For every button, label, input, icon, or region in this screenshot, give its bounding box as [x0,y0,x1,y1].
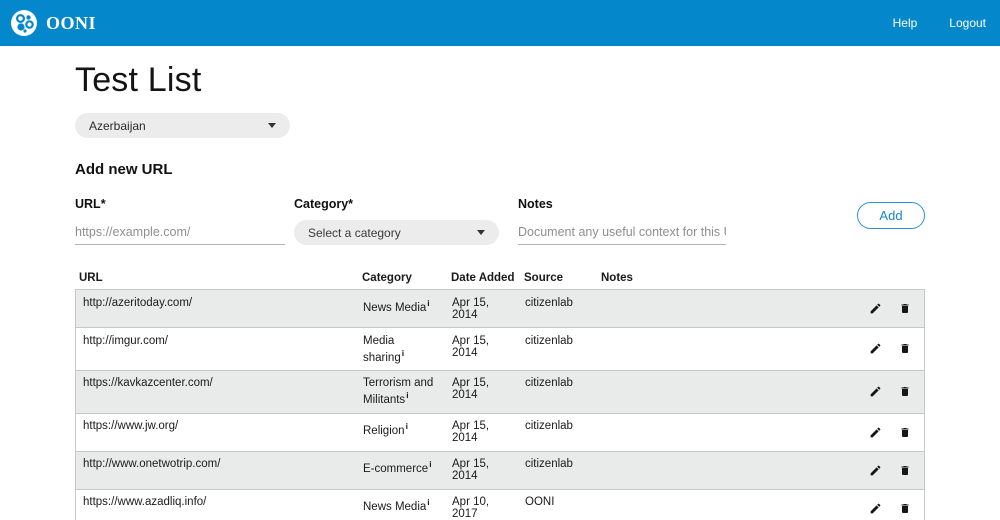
page-title: Test List [75,61,202,99]
delete-icon[interactable] [899,342,911,355]
row-notes [598,452,852,489]
brand-wordmark: OONI [46,12,97,33]
notes-input[interactable] [518,220,726,245]
row-source: citizenlab [525,377,573,390]
row-actions [852,371,924,413]
row-category: News Mediai [363,497,430,513]
info-icon[interactable]: i [427,497,430,508]
help-link[interactable]: Help [892,16,918,30]
col-header-date-added: Date Added [451,272,515,284]
col-header-notes: Notes [601,272,633,284]
row-category: News Mediai [363,297,430,314]
table-header-row: URL Category Date Added Source Notes [75,268,925,290]
add-url-heading: Add new URL [75,161,173,178]
url-field-group: URL* [75,197,285,245]
row-url: http://www.onetwotrip.com/ [83,458,221,471]
row-actions [852,328,924,370]
row-notes [598,328,852,370]
url-label: URL* [75,197,106,211]
url-input[interactable] [75,220,285,245]
row-source: citizenlab [525,296,573,309]
table-row: http://imgur.com/ Media sharingi Apr 15,… [75,327,925,371]
top-nav-links: Help Logout [893,16,986,30]
url-table: URL Category Date Added Source Notes htt… [75,268,925,520]
category-select[interactable]: Select a category [294,220,499,245]
row-date-added: Apr 15, 2014 [452,296,490,321]
row-source: citizenlab [525,420,573,433]
row-date-added: Apr 15, 2014 [452,334,490,359]
notes-field-group: Notes [518,197,726,245]
delete-icon[interactable] [899,385,911,398]
row-category: Media sharingi [363,334,405,364]
country-select[interactable]: Azerbaijan [75,113,290,138]
col-header-category: Category [362,272,412,284]
logout-link[interactable]: Logout [949,16,986,30]
row-url: http://azeritoday.com/ [83,296,193,309]
table-row: https://www.jw.org/ Religioni Apr 15, 20… [75,412,925,452]
row-category: Terrorism and Militantsi [363,377,434,407]
edit-icon[interactable] [869,426,882,439]
row-source: citizenlab [525,458,573,471]
category-select-value: Select a category [308,225,401,240]
edit-icon[interactable] [869,385,882,398]
row-url: http://imgur.com/ [83,334,169,347]
row-url: https://kavkazcenter.com/ [83,377,213,390]
delete-icon[interactable] [899,502,911,515]
edit-icon[interactable] [869,342,882,355]
row-source: citizenlab [525,334,573,347]
row-actions [852,414,924,451]
edit-icon[interactable] [869,302,882,315]
chevron-down-icon [268,123,276,128]
top-navbar: OONI Help Logout [0,0,1000,46]
notes-label: Notes [518,197,553,211]
table-row: http://azeritoday.com/ News Mediai Apr 1… [75,289,925,328]
row-category: Religioni [363,421,408,437]
row-url: https://www.azadliq.info/ [83,496,207,509]
edit-icon[interactable] [869,464,882,477]
row-actions [852,290,924,327]
col-header-url: URL [79,272,103,284]
country-select-value: Azerbaijan [89,118,146,133]
table-row: https://www.azadliq.info/ News Mediai Ap… [75,488,925,520]
row-date-added: Apr 15, 2014 [452,420,490,445]
info-icon[interactable]: i [405,421,408,432]
row-notes [598,490,852,520]
row-notes [598,414,852,451]
table-body: http://azeritoday.com/ News Mediai Apr 1… [75,289,925,520]
row-date-added: Apr 15, 2014 [452,377,490,402]
row-actions [852,452,924,489]
add-button[interactable]: Add [857,202,925,229]
chevron-down-icon [477,230,485,235]
delete-icon[interactable] [899,302,911,315]
row-date-added: Apr 10, 2017 [452,496,490,520]
edit-icon[interactable] [869,502,882,515]
row-category: E-commercei [363,459,432,475]
table-row: https://kavkazcenter.com/ Terrorism and … [75,369,925,414]
add-url-form: URL* Category* Select a category Notes A… [75,197,925,245]
row-actions [852,490,924,520]
info-icon[interactable]: i [429,459,432,470]
row-source: OONI [525,496,555,509]
info-icon[interactable]: i [401,347,405,358]
delete-icon[interactable] [899,464,911,477]
row-notes [598,290,852,327]
delete-icon[interactable] [899,426,911,439]
row-notes [598,371,852,413]
category-field-group: Category* Select a category [294,197,499,245]
row-date-added: Apr 15, 2014 [452,458,490,483]
row-url: https://www.jw.org/ [83,420,179,433]
info-icon[interactable]: i [427,297,430,308]
ooni-logo-icon [10,9,38,37]
col-header-source: Source [524,272,563,284]
category-label: Category* [294,197,354,211]
info-icon[interactable]: i [406,390,409,401]
table-row: http://www.onetwotrip.com/ E-commercei A… [75,450,925,490]
